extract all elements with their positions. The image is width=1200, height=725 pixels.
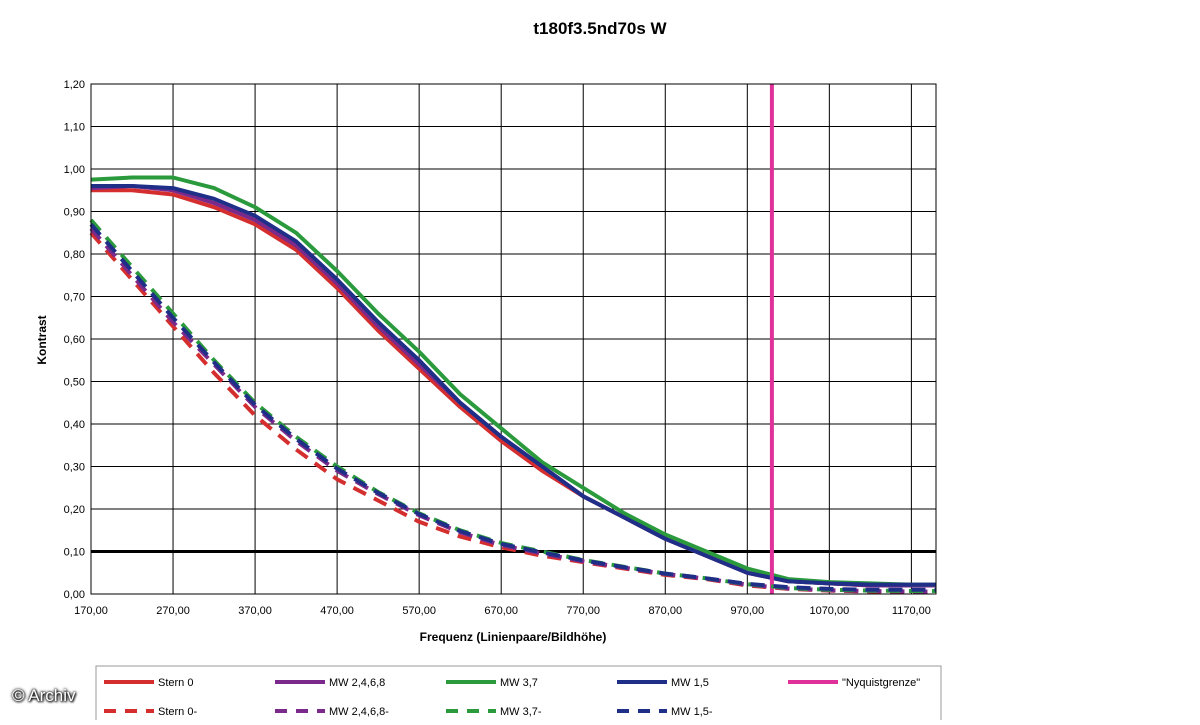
legend-box: [95, 665, 942, 723]
x-tick-label: 370,00: [238, 605, 272, 617]
series-line-mw-1-5-dashed: [89, 222, 936, 592]
legend-label: MW 3,7-: [500, 706, 542, 718]
x-tick-label: 770,00: [566, 605, 600, 617]
y-tick-label: 0,80: [64, 249, 85, 261]
series-line-mw-3-7-dashed: [89, 218, 936, 593]
x-tick-label: 870,00: [648, 605, 682, 617]
chart-title: t180f3.5nd70s W: [533, 19, 667, 38]
y-tick-label: 0,00: [64, 589, 85, 601]
legend-label: Stern 0-: [158, 706, 197, 718]
series-lines: [89, 84, 936, 594]
x-tick-label: 1170,00: [892, 605, 931, 617]
legend-label: "Nyquistgrenze": [842, 677, 920, 689]
y-tick-label: 0,10: [64, 547, 85, 559]
x-tick-label: 570,00: [402, 605, 436, 617]
x-tick-label: 170,00: [74, 605, 108, 617]
y-tick-label: 1,00: [64, 164, 85, 176]
legend-label: MW 3,7: [500, 677, 538, 689]
x-tick-label: 670,00: [484, 605, 518, 617]
legend-label: MW 2,4,6,8: [329, 677, 385, 689]
legend: Stern 0 MW 2,4,6,8 MW 3,7 MW 1,5 "Nyquistgre…: [95, 665, 942, 723]
x-axis-label: Frequenz (Linienpaare/Bildhöhe): [420, 630, 607, 644]
legend-label: MW 1,5: [671, 677, 709, 689]
y-axis-label: Kontrast: [35, 315, 49, 364]
legend-label: MW 1,5-: [671, 706, 713, 718]
series-line-stern-0: [91, 188, 936, 588]
legend-label: Stern 0: [158, 677, 193, 689]
y-tick-label: 0,60: [64, 334, 85, 346]
y-tick-label: 0,50: [64, 377, 85, 389]
x-tick-label: 470,00: [320, 605, 354, 617]
y-tick-label: 0,20: [64, 504, 85, 516]
series-line-mw-2-4-6-8: [90, 184, 936, 588]
x-tick-label: 970,00: [730, 605, 764, 617]
y-tick-label: 1,10: [64, 122, 85, 134]
series-line-mw-2-4-6-8-dashed: [89, 227, 936, 594]
legend-label: MW 2,4,6,8-: [329, 706, 389, 718]
y-tick-label: 0,70: [64, 292, 85, 304]
y-tick-label: 0,40: [64, 419, 85, 431]
y-tick-label: 0,30: [64, 462, 85, 474]
tick-labels: 0,00 0,10 0,20 0,30 0,40 0,50 0,60 0,70 0,80 0,90…: [64, 79, 931, 617]
series-line-mw-1-5: [91, 184, 936, 587]
x-tick-label: 1070,00: [809, 605, 849, 617]
watermark: © Archiv: [12, 686, 76, 705]
plot-area: [90, 83, 937, 595]
grid: [90, 83, 936, 595]
x-tick-label: 270,00: [156, 605, 190, 617]
series-line-stern-0-dashed: [89, 231, 936, 594]
y-tick-label: 1,20: [64, 79, 85, 91]
y-tick-label: 0,90: [64, 207, 85, 219]
